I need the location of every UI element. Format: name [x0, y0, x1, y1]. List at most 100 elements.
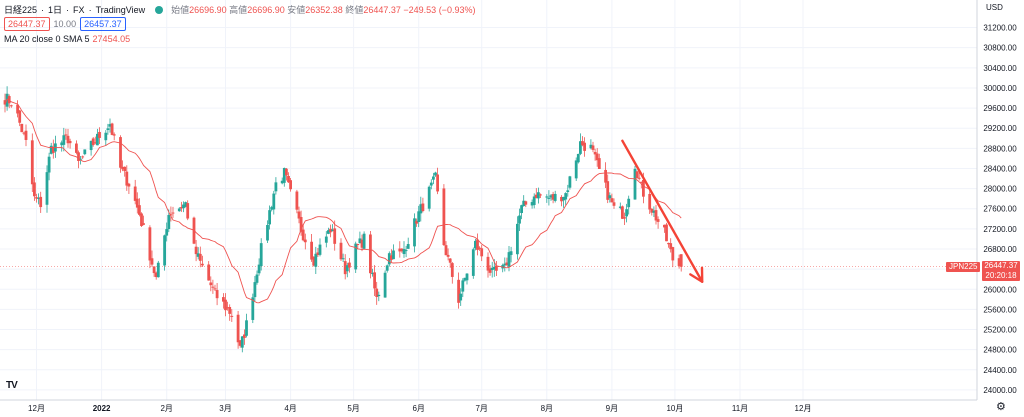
- candle-body: [81, 156, 85, 158]
- candle-body: [383, 272, 387, 298]
- candle-body: [375, 288, 379, 297]
- time-tick-label: 2022: [93, 404, 111, 413]
- candle-body: [534, 194, 538, 199]
- candle-body: [656, 219, 660, 222]
- candle-body: [444, 245, 448, 256]
- candle-body: [255, 274, 259, 283]
- candle-body: [62, 135, 66, 145]
- candle-body: [562, 196, 565, 201]
- candle-body: [421, 203, 425, 212]
- provider-label: TradingView: [95, 4, 146, 15]
- price-tick-label: 25600.00: [983, 305, 1017, 314]
- buy-price-button[interactable]: 26457.37: [80, 17, 126, 31]
- candle-body: [282, 167, 286, 183]
- time-tick-label: 8月: [541, 404, 553, 413]
- candle-body: [243, 334, 246, 338]
- time-axis[interactable]: 12月 2022 2月 3月 4月 5月 6月 7月 8月 9月 10月 11月 12月: [28, 404, 811, 413]
- price-axis[interactable]: 24000.00 24400.00 24800.00 25200.00 25600.00…: [983, 24, 1017, 395]
- candle-body: [532, 196, 536, 205]
- candle-body: [60, 142, 64, 146]
- time-tick-label: 3月: [219, 404, 231, 413]
- candle-body: [47, 156, 51, 173]
- ohlc-values: 始値26696.90 高値26696.90 安値26352.38 終値26447…: [171, 3, 475, 16]
- tradingview-logo[interactable]: TV: [6, 380, 18, 391]
- candle-body: [285, 168, 288, 176]
- open-value: 26696.90: [189, 5, 227, 15]
- candle-body: [400, 248, 404, 252]
- candle-body: [369, 234, 372, 274]
- candle-body: [509, 251, 513, 255]
- candle-body: [230, 315, 234, 317]
- candle-body: [505, 262, 509, 266]
- candle-body: [110, 123, 114, 135]
- candle-body: [358, 238, 362, 244]
- candle-body: [165, 229, 169, 236]
- candle-body: [356, 244, 360, 246]
- candle-body: [297, 211, 301, 219]
- candle-body: [461, 280, 465, 292]
- candle-body: [560, 196, 563, 202]
- low-label: 安値: [287, 5, 306, 15]
- gear-icon[interactable]: ⚙: [996, 401, 1006, 413]
- candle-body: [377, 294, 381, 297]
- candle-body: [402, 249, 406, 255]
- candle-body: [79, 158, 82, 160]
- candle-body: [125, 171, 129, 186]
- trend-arrow-head: [689, 266, 704, 283]
- candle-body: [64, 134, 68, 136]
- open-label: 始値: [171, 5, 190, 15]
- candle-body: [301, 229, 305, 241]
- candle-body: [478, 247, 481, 249]
- price-tick-label: 30000.00: [983, 84, 1017, 93]
- candle-body: [648, 193, 652, 210]
- chart-grid: [0, 0, 977, 400]
- candle-body: [612, 202, 616, 206]
- candle-body: [333, 228, 337, 244]
- candle-body: [459, 293, 463, 301]
- sell-price-button[interactable]: 26447.37: [4, 17, 50, 31]
- candle-body: [637, 177, 641, 179]
- time-tick-label: 11月: [732, 404, 748, 413]
- candle-body: [171, 212, 175, 214]
- candle-body: [677, 258, 681, 266]
- candle-body: [142, 223, 145, 225]
- candle-body: [30, 140, 34, 185]
- candle-body: [39, 196, 43, 208]
- candle-body: [549, 195, 553, 198]
- trend-arrow[interactable]: [621, 139, 704, 283]
- candle-body: [610, 198, 614, 203]
- candle-body: [474, 240, 477, 249]
- candle-body: [419, 204, 423, 214]
- candle-body: [268, 210, 271, 225]
- candle-body: [520, 205, 523, 214]
- candle-body: [259, 243, 263, 267]
- trend-arrow-shaft: [621, 139, 704, 283]
- candle-body: [539, 194, 542, 196]
- candle-body: [348, 262, 351, 268]
- currency-label[interactable]: USD: [986, 3, 1003, 12]
- candle-body: [591, 145, 595, 150]
- symbol-name[interactable]: 日経225: [4, 5, 38, 15]
- interval-label[interactable]: 1日: [48, 5, 63, 15]
- candle-body: [280, 180, 284, 184]
- candle-body: [51, 146, 55, 153]
- candle-body: [133, 186, 137, 201]
- candle-body: [404, 250, 408, 252]
- candle-body: [33, 182, 36, 197]
- candle-body: [257, 264, 261, 274]
- candle-body: [476, 239, 479, 250]
- candle-body: [226, 307, 229, 309]
- indicator-legend[interactable]: MA 20 close 0 SMA 5 27454.05: [4, 34, 130, 44]
- candle-body: [432, 176, 435, 180]
- candle-body: [266, 224, 269, 241]
- candle-body: [669, 243, 673, 250]
- candle-body: [211, 286, 215, 288]
- candle-body: [96, 133, 99, 146]
- candle-body: [488, 268, 492, 273]
- countdown-value: 20:20:18: [985, 271, 1017, 280]
- candle-body: [446, 254, 450, 257]
- candle-body: [140, 213, 143, 226]
- candle-body: [371, 273, 374, 275]
- candle-body: [156, 262, 160, 278]
